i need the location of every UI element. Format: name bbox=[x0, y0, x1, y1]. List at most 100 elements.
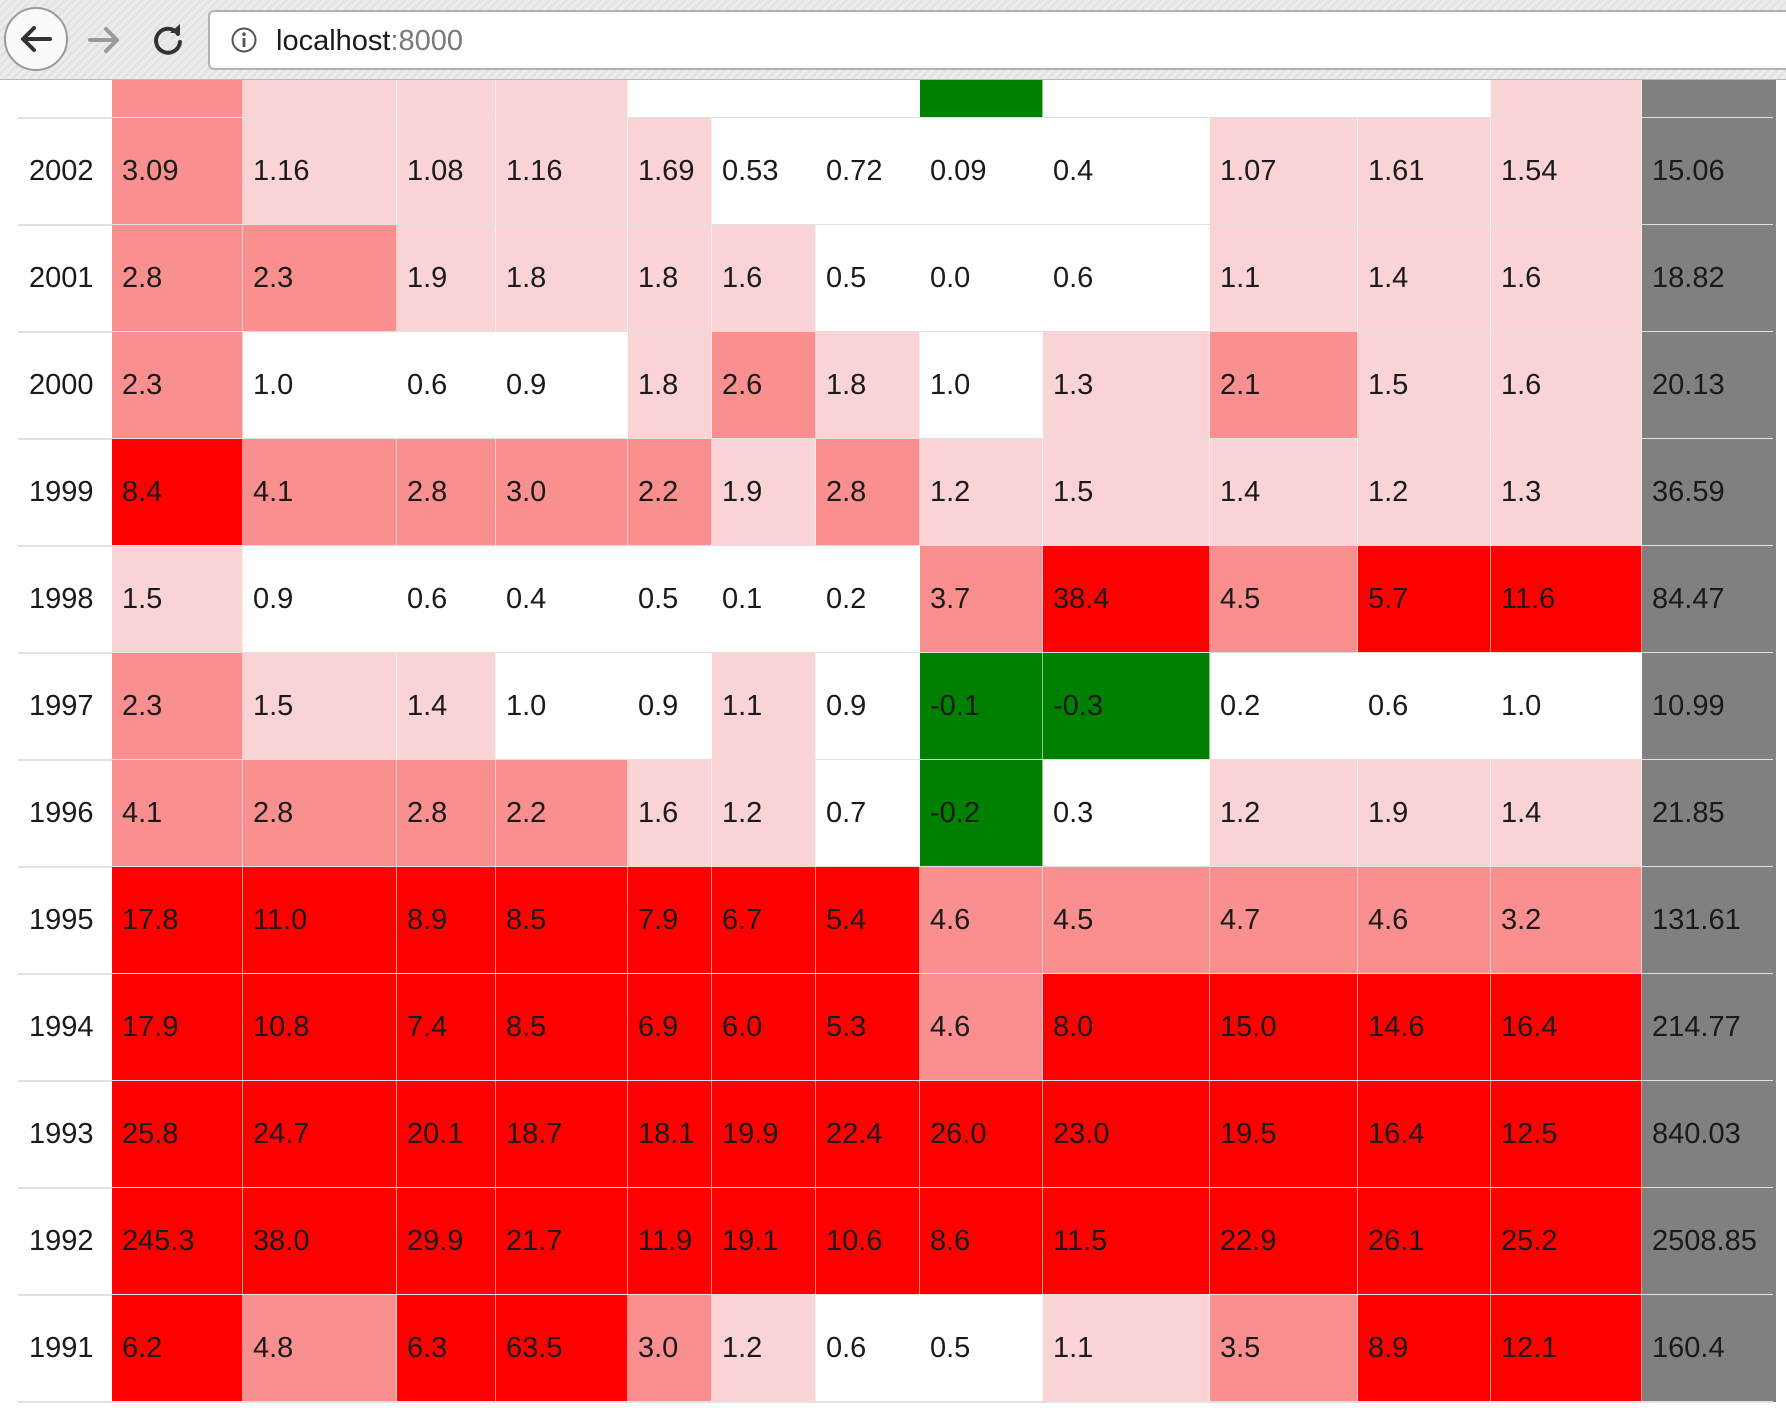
heatmap-cell: 1.0 bbox=[1491, 653, 1642, 760]
heatmap-partial-cell bbox=[1642, 80, 1776, 118]
heatmap-cell: 1.0 bbox=[243, 332, 397, 439]
heatmap-cell: 1.08 bbox=[397, 118, 496, 225]
heatmap-cell: 23.0 bbox=[1043, 1081, 1210, 1188]
heatmap-cell: -0.1 bbox=[920, 653, 1043, 760]
heatmap-cell: 22.4 bbox=[816, 1081, 920, 1188]
heatmap-cell: 2.2 bbox=[496, 760, 628, 867]
heatmap-cell: 21.7 bbox=[496, 1188, 628, 1295]
heatmap-cell: 1.4 bbox=[1210, 439, 1358, 546]
heatmap-cell: 1.16 bbox=[243, 118, 397, 225]
heatmap-cell: 1.6 bbox=[1491, 225, 1642, 332]
year-label: 1992 bbox=[29, 1225, 94, 1257]
heatmap-cell: 25.2 bbox=[1491, 1188, 1642, 1295]
heatmap-cell: 1.1 bbox=[1043, 1295, 1210, 1402]
heatmap-cell: 2.1 bbox=[1210, 332, 1358, 439]
heatmap-cell: 1.0 bbox=[920, 332, 1043, 439]
heatmap-partial-cell bbox=[1358, 80, 1491, 118]
arrow-left-icon bbox=[21, 26, 52, 52]
heatmap-cell: 25.8 bbox=[112, 1081, 243, 1188]
heatmap-table: 2002 3.09 1.16 1.08 1.16 1.69 0.53 0.72 0.09 0.4 1… bbox=[0, 80, 1786, 1408]
heatmap-cell: 12.1 bbox=[1491, 1295, 1642, 1402]
heatmap-cell: 8.0 bbox=[1043, 974, 1210, 1081]
heatmap-partial-cell bbox=[1043, 80, 1210, 118]
heatmap-cell: 0.6 bbox=[397, 332, 496, 439]
heatmap-cell: 0.9 bbox=[628, 653, 712, 760]
heatmap-cell: 1.4 bbox=[397, 653, 496, 760]
row-total-cell: 36.59 bbox=[1642, 439, 1776, 546]
info-circle-icon[interactable] bbox=[230, 26, 258, 54]
heatmap-partial-cell bbox=[920, 80, 1043, 118]
heatmap-cell: 8.9 bbox=[397, 867, 496, 974]
heatmap-cell: 0.5 bbox=[920, 1295, 1043, 1402]
heatmap-cell: 19.1 bbox=[712, 1188, 816, 1295]
heatmap-cell: 2.3 bbox=[243, 225, 397, 332]
heatmap-cell: 2.3 bbox=[112, 653, 243, 760]
heatmap-cell: 1.2 bbox=[712, 760, 816, 867]
year-label: 1994 bbox=[29, 1011, 94, 1043]
heatmap-cell: 1.07 bbox=[1210, 118, 1358, 225]
heatmap-cell: 3.7 bbox=[920, 546, 1043, 653]
heatmap-cell: 1.6 bbox=[712, 225, 816, 332]
heatmap-cell: 1.9 bbox=[1358, 760, 1491, 867]
address-port: :8000 bbox=[390, 25, 464, 57]
row-total-cell: 2508.85 bbox=[1642, 1188, 1776, 1295]
arrow-right-icon bbox=[88, 27, 119, 53]
year-label: 2000 bbox=[29, 369, 94, 401]
heatmap-cell: 11.0 bbox=[243, 867, 397, 974]
heatmap-cell: 22.9 bbox=[1210, 1188, 1358, 1295]
heatmap-cell: 8.4 bbox=[112, 439, 243, 546]
heatmap-cell: 6.3 bbox=[397, 1295, 496, 1402]
heatmap-cell: 11.6 bbox=[1491, 546, 1642, 653]
heatmap-cell: 1.69 bbox=[628, 118, 712, 225]
heatmap-cell: 0.5 bbox=[628, 546, 712, 653]
heatmap-cell: 6.2 bbox=[112, 1295, 243, 1402]
heatmap-cell: 24.7 bbox=[243, 1081, 397, 1188]
heatmap-cell: 1.6 bbox=[1491, 332, 1642, 439]
heatmap-cell: 0.6 bbox=[397, 546, 496, 653]
row-total-cell: 18.82 bbox=[1642, 225, 1776, 332]
address-bar[interactable]: localhost:8000 bbox=[208, 10, 1786, 70]
heatmap-cell: 1.54 bbox=[1491, 118, 1642, 225]
heatmap-cell: 38.4 bbox=[1043, 546, 1210, 653]
heatmap-cell: 15.0 bbox=[1210, 974, 1358, 1081]
heatmap-cell: 7.4 bbox=[397, 974, 496, 1081]
heatmap-cell: 0.72 bbox=[816, 118, 920, 225]
reload-button[interactable] bbox=[142, 12, 194, 68]
heatmap-cell: 2.8 bbox=[816, 439, 920, 546]
year-label: 1997 bbox=[29, 690, 94, 722]
heatmap-cell: 0.53 bbox=[712, 118, 816, 225]
heatmap-cell: -0.2 bbox=[920, 760, 1043, 867]
heatmap-cell: 4.1 bbox=[243, 439, 397, 546]
heatmap-cell: 38.0 bbox=[243, 1188, 397, 1295]
back-button[interactable] bbox=[4, 7, 68, 71]
heatmap-cell: 8.9 bbox=[1358, 1295, 1491, 1402]
heatmap-cell: 0.9 bbox=[243, 546, 397, 653]
heatmap-cell: 11.9 bbox=[628, 1188, 712, 1295]
heatmap-cell: 1.4 bbox=[1491, 760, 1642, 867]
heatmap-cell: 2.8 bbox=[397, 760, 496, 867]
row-total-cell: 10.99 bbox=[1642, 653, 1776, 760]
heatmap-cell: 18.7 bbox=[496, 1081, 628, 1188]
heatmap-cell: 1.8 bbox=[816, 332, 920, 439]
heatmap-partial-cell bbox=[1491, 80, 1642, 118]
heatmap-cell: 1.9 bbox=[712, 439, 816, 546]
heatmap-cell: 5.7 bbox=[1358, 546, 1491, 653]
heatmap-cell: 1.4 bbox=[1358, 225, 1491, 332]
heatmap-cell: 2.6 bbox=[712, 332, 816, 439]
row-total-cell: 20.13 bbox=[1642, 332, 1776, 439]
heatmap-cell: 1.8 bbox=[496, 225, 628, 332]
heatmap-cell: 1.3 bbox=[1491, 439, 1642, 546]
heatmap-cell: 0.2 bbox=[816, 546, 920, 653]
heatmap-cell: 4.6 bbox=[920, 867, 1043, 974]
heatmap-cell: 1.1 bbox=[712, 653, 816, 760]
heatmap-cell: 1.16 bbox=[496, 118, 628, 225]
heatmap-cell: 3.0 bbox=[628, 1295, 712, 1402]
heatmap-cell: 0.9 bbox=[496, 332, 628, 439]
heatmap-cell: 2.8 bbox=[397, 439, 496, 546]
heatmap-cell: 20.1 bbox=[397, 1081, 496, 1188]
heatmap-cell: 0.4 bbox=[1043, 118, 1210, 225]
heatmap-cell: 0.09 bbox=[920, 118, 1043, 225]
forward-button[interactable] bbox=[80, 12, 128, 68]
heatmap-cell: 10.8 bbox=[243, 974, 397, 1081]
browser-toolbar: localhost:8000 bbox=[0, 0, 1786, 80]
